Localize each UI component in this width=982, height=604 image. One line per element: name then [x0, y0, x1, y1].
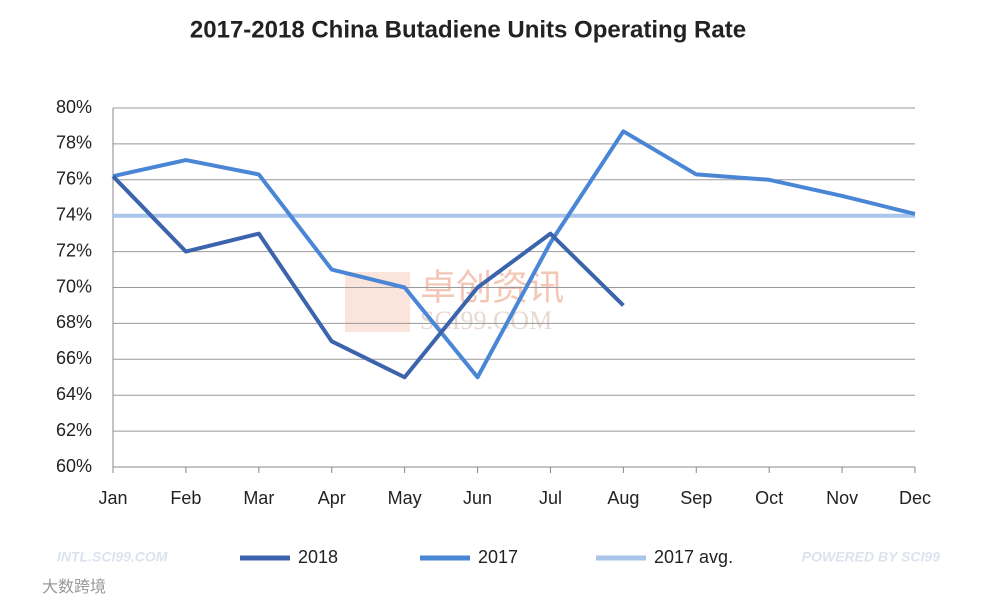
y-tick-label: 76%	[56, 169, 92, 189]
series-line	[112, 129, 916, 380]
y-tick-label: 74%	[56, 204, 92, 224]
x-tick-label: Mar	[243, 488, 274, 508]
legend-label: 2018	[298, 547, 338, 567]
y-tick-label: 62%	[56, 420, 92, 440]
y-tick-label: 80%	[56, 97, 92, 117]
watermark: POWERED BY SCI99	[802, 549, 940, 565]
y-tick-label: 72%	[56, 240, 92, 260]
legend-label: 2017 avg.	[654, 547, 733, 567]
watermark: 大数跨境	[42, 577, 106, 596]
x-tick-label: Sep	[680, 488, 712, 508]
y-tick-label: 70%	[56, 276, 92, 296]
watermark: INTL.SCI99.COM	[57, 549, 168, 565]
x-tick-label: Oct	[755, 488, 783, 508]
x-tick-label: Aug	[607, 488, 639, 508]
x-tick-label: Nov	[826, 488, 858, 508]
x-tick-label: Jul	[539, 488, 562, 508]
y-tick-label: 78%	[56, 133, 92, 153]
y-tick-label: 68%	[56, 312, 92, 332]
legend-label: 2017	[478, 547, 518, 567]
x-tick-label: Feb	[170, 488, 201, 508]
x-tick-label: May	[388, 488, 422, 508]
series-line	[111, 174, 625, 380]
x-tick-label: Dec	[899, 488, 931, 508]
x-tick-label: Jan	[98, 488, 127, 508]
x-tick-label: Apr	[318, 488, 346, 508]
x-tick-label: Jun	[463, 488, 492, 508]
y-tick-label: 64%	[56, 384, 92, 404]
chart-title: 2017-2018 China Butadiene Units Operatin…	[190, 16, 746, 43]
y-tick-label: 66%	[56, 348, 92, 368]
y-tick-label: 60%	[56, 456, 92, 476]
